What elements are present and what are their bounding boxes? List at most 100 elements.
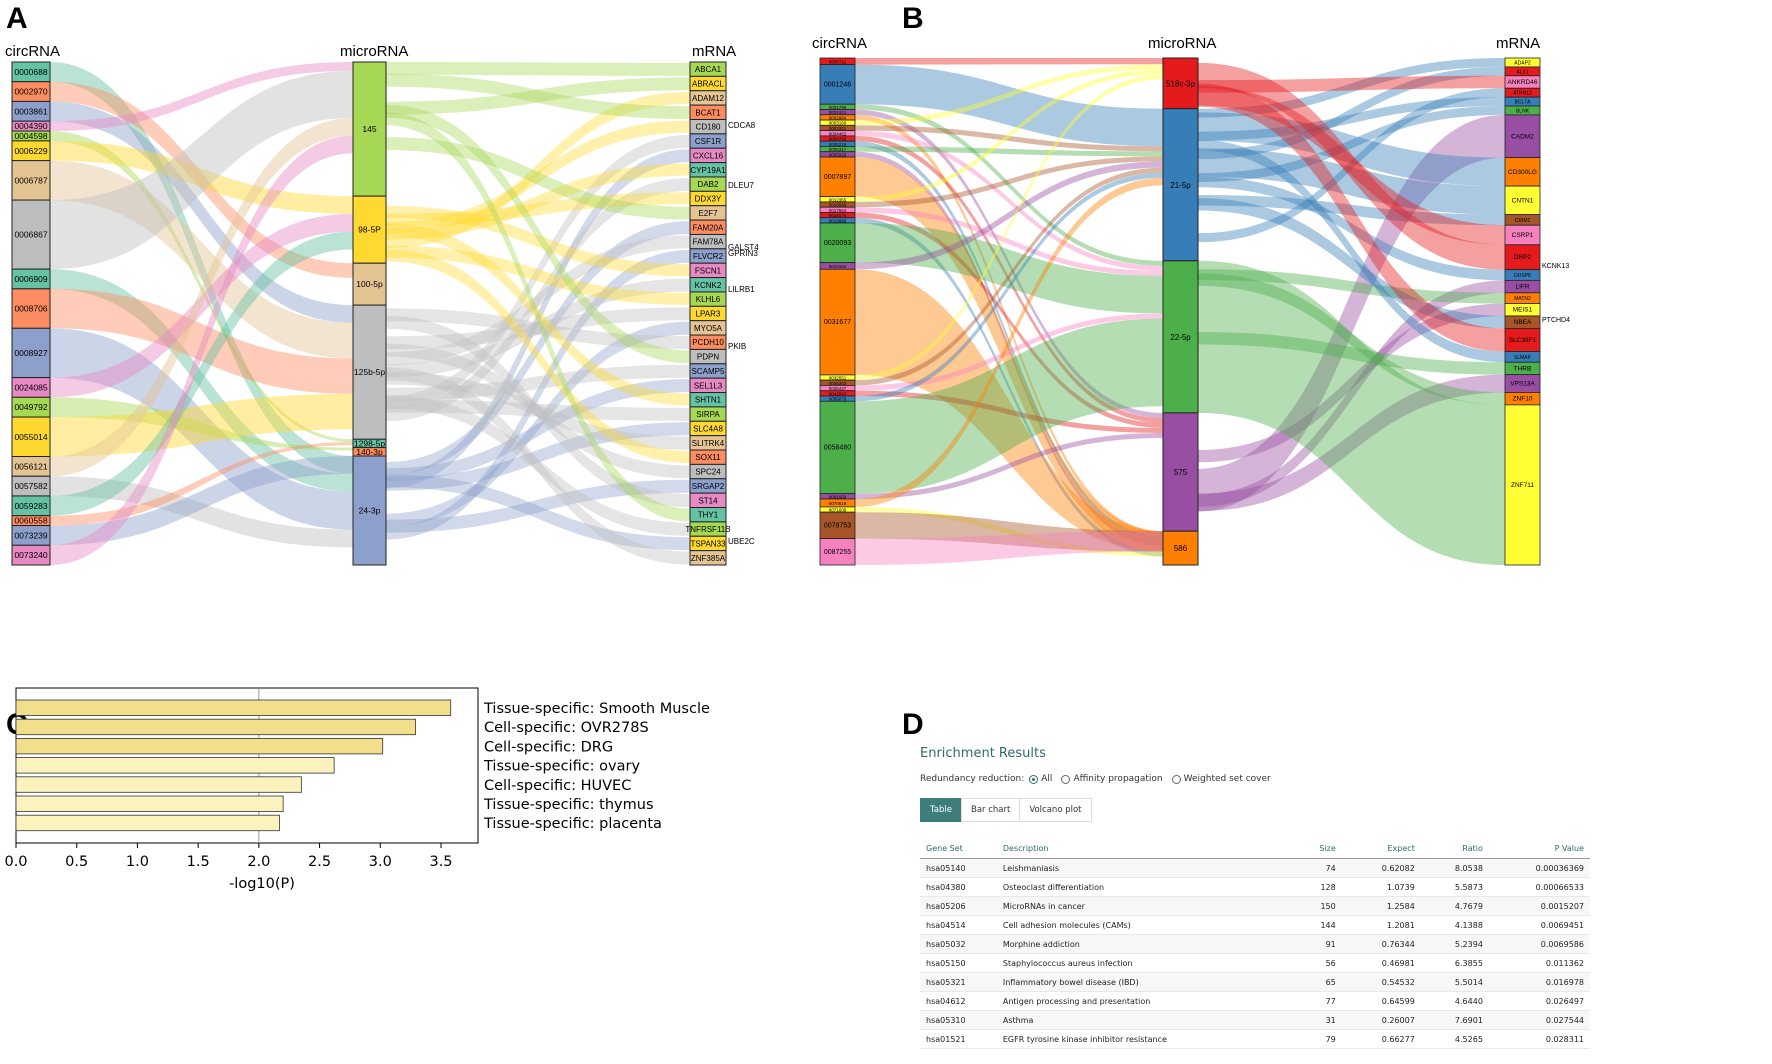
sankey-link (386, 221, 690, 476)
sankey-link (1198, 58, 1505, 118)
gene-set-cell[interactable]: hsa04380 (920, 877, 997, 897)
option-affinity-propagation[interactable]: Affinity propagation (1061, 774, 1163, 784)
table-row[interactable]: hsa04612 Antigen processing and presentat… (920, 991, 1590, 1011)
sankey-link (855, 212, 1163, 428)
expect-cell: 0.64599 (1341, 991, 1421, 1011)
option-all[interactable]: All (1029, 774, 1052, 784)
mrna-label: ZNF385A (691, 554, 726, 563)
table-row[interactable]: hsa05310 Asthma 31 0.26007 7.6901 0.027544 (920, 1010, 1590, 1030)
gene-set-cell[interactable]: hsa05140 (920, 858, 997, 878)
mrna-label: ST14 (698, 496, 718, 505)
sankey-link (1198, 114, 1505, 512)
col-expect[interactable]: Expect (1341, 838, 1421, 859)
description-cell: MicroRNAs in cancer (996, 896, 1285, 916)
col-gene-set[interactable]: Gene Set (920, 838, 997, 859)
sankey-link (855, 64, 1163, 147)
circrna-node (819, 538, 856, 566)
gene-set-cell[interactable]: hsa04612 (920, 991, 997, 1011)
gene-set-cell[interactable]: hsa04514 (920, 915, 997, 935)
mrna-side-label: PKIB (728, 342, 746, 351)
sankey-link (855, 130, 1163, 271)
table-row[interactable]: hsa05032 Morphine addiction 91 0.76344 5.239… (920, 934, 1590, 954)
sankey-link (855, 109, 1163, 418)
size-cell: 31 (1284, 1010, 1342, 1030)
tab-table[interactable]: Table (920, 798, 962, 822)
table-row[interactable]: hsa01521 EGFR tyrosine kinase inhibitor r… (920, 1029, 1590, 1049)
table-row[interactable]: hsa04514 Cell adhesion molecules (CAMs) 14… (920, 915, 1590, 935)
mrna-label: SOX11 (695, 453, 721, 462)
option-weighted-set-cover[interactable]: Weighted set cover (1171, 774, 1271, 784)
sankey-link (386, 422, 690, 491)
microrna-label: 575 (1174, 468, 1188, 477)
sankey-link (855, 157, 1163, 552)
tab-bar-chart[interactable]: Bar chart (960, 798, 1021, 822)
sankey-link (855, 207, 1163, 276)
mrna-node (1504, 404, 1541, 566)
mrna-label: CXCL16 (693, 151, 724, 160)
gene-set-cell[interactable]: hsa05032 (920, 934, 997, 954)
gene-set-cell[interactable]: hsa05321 (920, 972, 997, 992)
x-tick-label: 3.5 (429, 854, 452, 870)
table-row[interactable]: hsa05150 Staphylococcus aureus infection 5… (920, 953, 1590, 973)
tab-volcano-plot[interactable]: Volcano plot (1019, 798, 1092, 822)
description-cell: Asthma (996, 1010, 1285, 1030)
expect-cell: 1.2081 (1341, 915, 1421, 935)
circrna-label: 0019866 (829, 218, 847, 223)
bar-category-label: Cell-specific: OVR278S (484, 720, 649, 736)
enrichment-title: Enrichment Results (920, 746, 1046, 761)
circrna-label: 0003861 (14, 106, 47, 116)
radio-icon[interactable] (1061, 774, 1071, 784)
sankey-link (50, 117, 353, 477)
col-size[interactable]: Size (1284, 838, 1342, 859)
ratio-cell: 4.7679 (1420, 896, 1489, 916)
col-ratio[interactable]: Ratio (1420, 838, 1489, 859)
col-p-value[interactable]: P Value (1488, 838, 1590, 859)
col-description[interactable]: Description (996, 838, 1285, 859)
circrna-node (819, 222, 856, 264)
sankey-link (50, 62, 353, 474)
sankey-link (386, 308, 690, 349)
radio-icon[interactable] (1171, 774, 1181, 784)
sankey-link (855, 58, 1163, 65)
bar (15, 699, 452, 716)
ratio-cell: 4.6440 (1420, 991, 1489, 1011)
mrna-label: FSCN1 (695, 266, 722, 275)
expect-cell: 0.46981 (1341, 953, 1421, 973)
table-row[interactable]: hsa05140 Leishmaniasis 74 0.62082 8.0538 0.00… (920, 858, 1590, 878)
size-cell: 74 (1284, 858, 1342, 878)
sankey-link (50, 131, 353, 443)
gene-set-cell[interactable]: hsa05150 (920, 953, 997, 973)
circrna-label: 0008927 (14, 348, 47, 358)
expect-cell: 0.26007 (1341, 1010, 1421, 1030)
gene-set-cell[interactable]: hsa05206 (920, 896, 997, 916)
mrna-label: CYP19A1 (690, 166, 726, 175)
sankey-link (386, 367, 690, 565)
mrna-label: TSPAN33 (691, 539, 727, 548)
sankey-link (386, 307, 690, 350)
table-row[interactable]: hsa05206 MicroRNAs in cancer 150 1.2584 4.76… (920, 896, 1590, 916)
description-cell: Morphine addiction (996, 934, 1285, 954)
description-cell: Leishmaniasis (996, 858, 1285, 878)
table-row[interactable]: hsa05321 Inflammatory bowel disease (IBD)… (920, 972, 1590, 992)
sankey-link (50, 288, 353, 394)
mrna-label: FAM20A (693, 223, 724, 232)
sankey-link (386, 249, 690, 540)
mrna-label: MEIS1 (1513, 307, 1533, 314)
sankey-link (855, 313, 1163, 391)
circrna-node (11, 327, 51, 379)
gene-set-cell[interactable]: hsa05310 (920, 1010, 997, 1030)
radio-icon[interactable] (1029, 774, 1039, 784)
table-row[interactable]: hsa04380 Osteoclast differentiation 128 1.0… (920, 877, 1590, 897)
x-tick-label: 2.0 (247, 854, 270, 870)
sankey-link (50, 160, 353, 359)
circrna-label: 0004390 (14, 121, 47, 131)
circrna-label: 0007897 (824, 174, 851, 181)
sankey-link (1198, 75, 1505, 93)
sankey-link (50, 456, 353, 546)
circrna-label: 0008706 (14, 304, 47, 314)
microrna-label: 586 (1174, 544, 1188, 553)
circrna-label: 0005219 (829, 142, 847, 147)
gene-set-cell[interactable]: hsa01521 (920, 1029, 997, 1049)
circrna-label: 0006787 (14, 175, 47, 185)
circrna-label: 0002984 (829, 115, 847, 120)
